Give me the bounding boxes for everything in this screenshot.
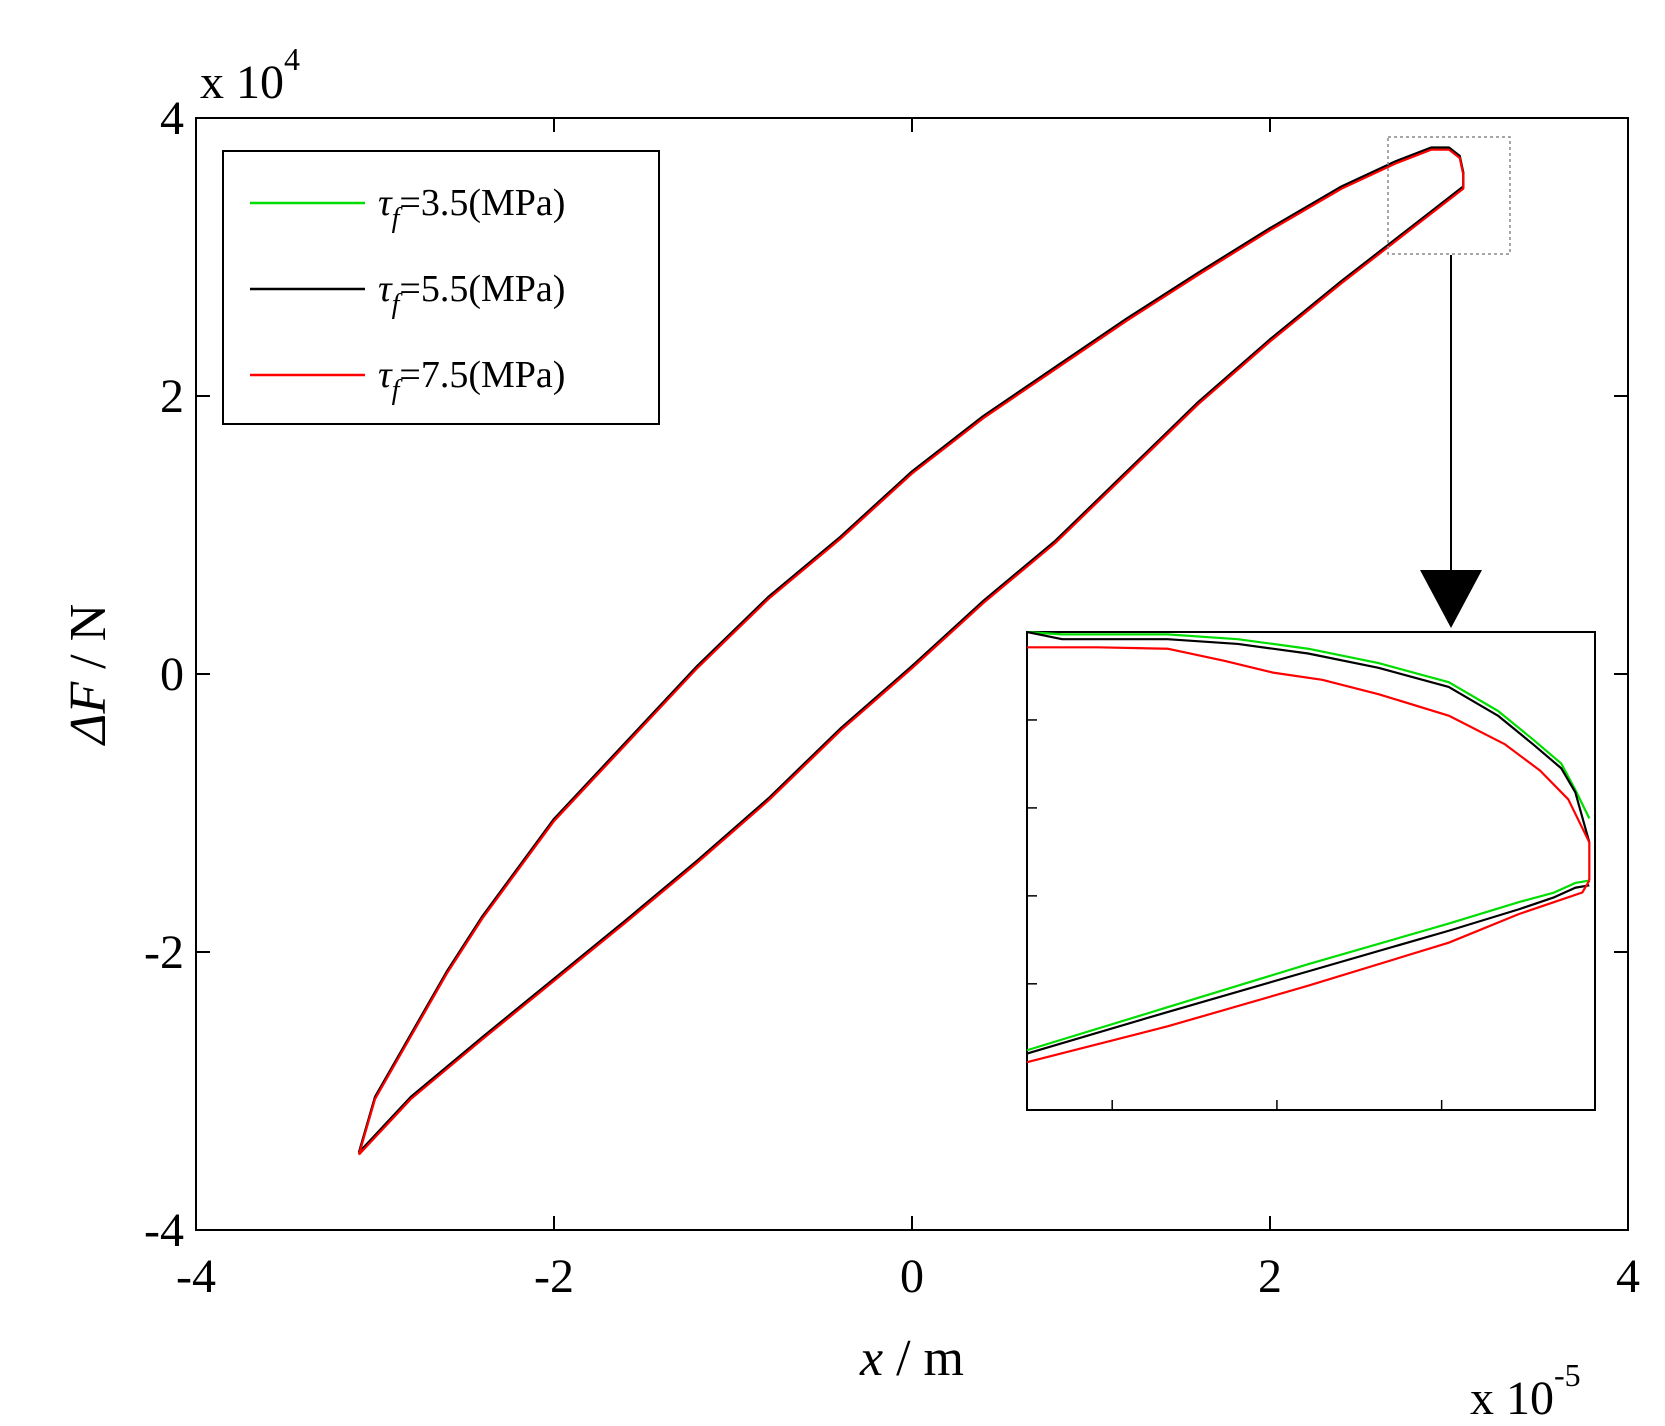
x-tick-label: -2 xyxy=(534,1250,574,1303)
legend-label: τf=5.5(MPa) xyxy=(378,268,565,320)
x-axis-ticks: -4 -2 0 2 4 xyxy=(176,118,1640,1303)
inset-series-line xyxy=(1026,630,1591,819)
hysteresis-curves xyxy=(357,146,1465,1156)
series-line xyxy=(357,146,1465,1154)
y-axis-ticks: -4 -2 0 2 4 xyxy=(144,92,1628,1257)
x-tick-label: 2 xyxy=(1258,1250,1282,1303)
legend: τf=3.5(MPa) τf=5.5(MPa) τf=7.5(MPa) xyxy=(222,150,660,425)
zoom-arrow-head xyxy=(1420,570,1482,628)
inset-series-line xyxy=(1026,630,1591,843)
legend-label: τf=3.5(MPa) xyxy=(378,182,565,234)
x-axis-label: x / m xyxy=(859,1330,964,1387)
x-tick-label: 4 xyxy=(1616,1250,1640,1303)
legend-label: τf=7.5(MPa) xyxy=(378,354,565,406)
x-tick-label: 0 xyxy=(900,1250,924,1303)
inset-ticks xyxy=(1027,719,1443,1110)
series-line xyxy=(357,148,1465,1156)
y-tick-label: -2 xyxy=(144,926,184,979)
inset-frame xyxy=(1026,631,1596,1111)
x-tick-label: -4 xyxy=(176,1250,216,1303)
y-tick-label: 2 xyxy=(160,370,184,423)
zoom-box xyxy=(1387,136,1511,255)
inset-series-line xyxy=(1026,884,1590,1055)
y-tick-label: 0 xyxy=(160,648,184,701)
y-tick-label: -4 xyxy=(144,1204,184,1257)
inset-series-line xyxy=(1026,880,1591,1064)
inset-curves xyxy=(1026,630,1591,1064)
inset-series-line xyxy=(1027,646,1591,881)
inset-series-line xyxy=(1026,879,1590,1052)
x-multiplier: x 10-5 xyxy=(1470,1357,1581,1425)
legend-box xyxy=(222,150,660,425)
y-tick-label: 4 xyxy=(160,92,184,145)
y-multiplier: x 104 xyxy=(200,41,300,109)
y-axis-label: ΔF / N xyxy=(60,604,117,746)
